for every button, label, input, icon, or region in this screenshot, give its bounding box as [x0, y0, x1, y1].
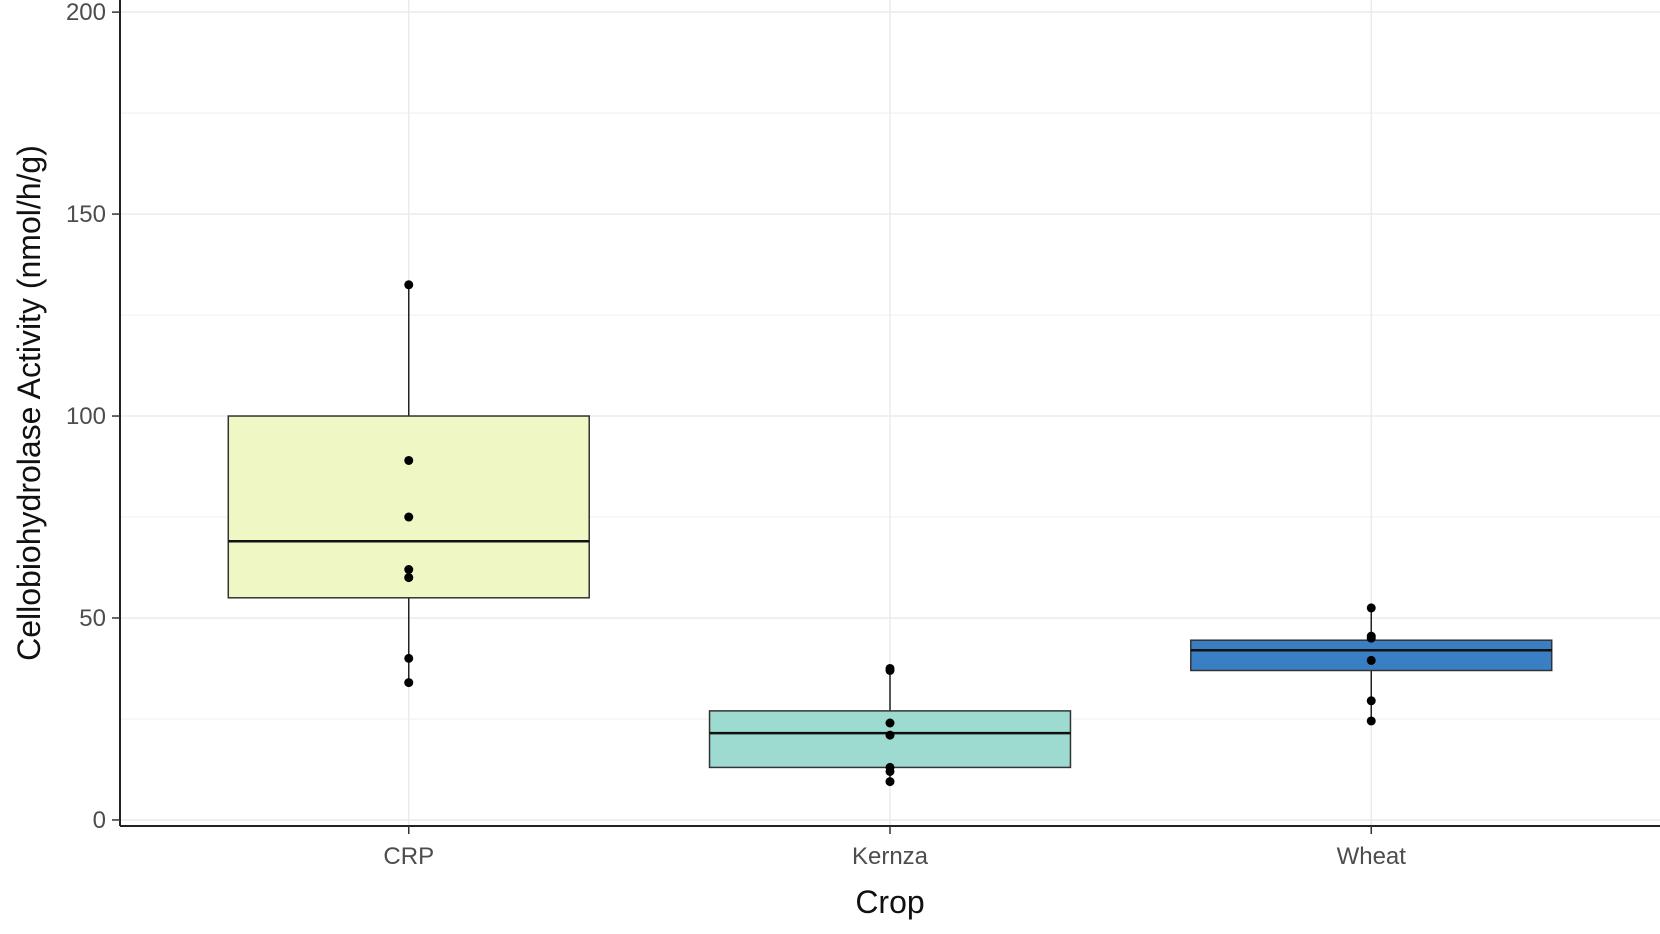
data-point [1366, 603, 1376, 613]
x-axis-title: Crop [855, 884, 924, 920]
plot-area: 0 50 100 150 200 CRP Kernza Wheat [66, 0, 1660, 870]
data-point [404, 565, 414, 575]
data-point [1366, 633, 1376, 643]
data-point [404, 280, 414, 290]
data-point [885, 665, 895, 675]
y-tick-label: 150 [66, 201, 106, 228]
box [1190, 639, 1553, 672]
data-point [404, 455, 414, 465]
x-tick-label: Kernza [852, 843, 929, 870]
x-tick-label: CRP [383, 843, 434, 870]
data-point [1366, 716, 1376, 726]
data-point [885, 777, 895, 787]
data-point [404, 512, 414, 522]
y-axis-title: Cellobiohydrolase Activity (nmol/h/g) [11, 145, 47, 661]
data-point [885, 718, 895, 728]
box-group-crp [227, 280, 590, 688]
data-point [885, 730, 895, 740]
y-tick-label: 0 [93, 807, 106, 834]
y-tick-label: 200 [66, 0, 106, 26]
y-tick-label: 100 [66, 403, 106, 430]
data-point [404, 573, 414, 583]
box-group-wheat [1190, 603, 1553, 726]
y-tick-label: 50 [79, 605, 106, 632]
data-point [1366, 696, 1376, 706]
x-tick-label: Wheat [1337, 843, 1407, 870]
data-point [1366, 655, 1376, 665]
data-point [404, 678, 414, 688]
box-group-kernza [708, 663, 1072, 787]
data-point [404, 653, 414, 663]
data-point [885, 766, 895, 776]
